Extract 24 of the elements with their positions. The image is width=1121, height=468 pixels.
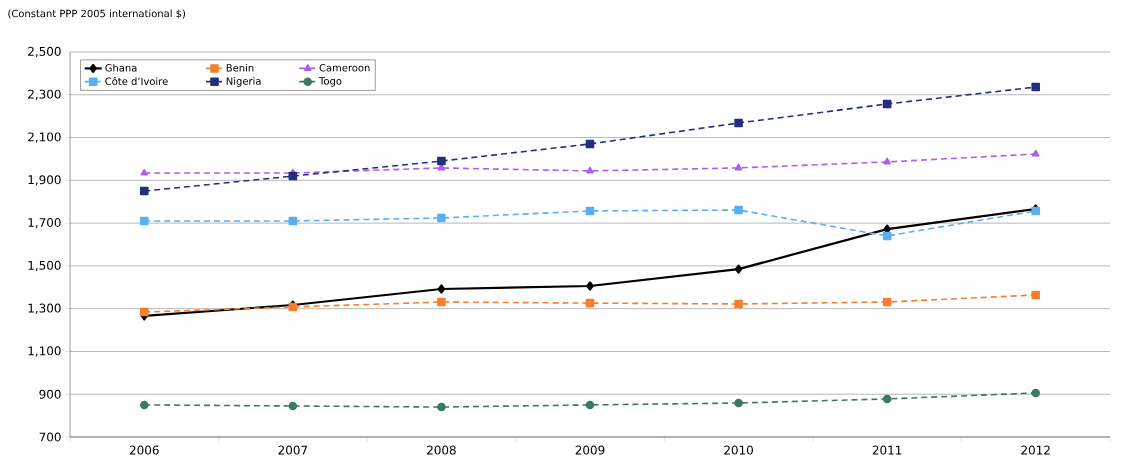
y-tick-label: 700 — [39, 432, 61, 442]
y-tick-label: 1,500 — [28, 260, 61, 272]
y-tick-label: 1,700 — [28, 217, 61, 229]
x-tick-label: 2007 — [278, 445, 308, 455]
x-tick-label: 2011 — [872, 445, 902, 455]
y-tick-label: 2,500 — [28, 46, 61, 58]
legend-label: Côte d’Ivoire — [105, 76, 168, 86]
legend-label: Togo — [319, 77, 342, 87]
y-tick-label: 900 — [39, 389, 61, 399]
y-tick-label: 1,300 — [28, 303, 61, 314]
x-tick-label: 2009 — [575, 445, 605, 455]
y-tick-label: 2,100 — [28, 132, 61, 143]
y-tick-label: 2,300 — [28, 89, 61, 100]
legend-label: Cameroon — [319, 63, 370, 72]
legend-label: Ghana — [105, 63, 137, 72]
y-tick-label: 1,100 — [28, 346, 61, 357]
x-tick-label: 2010 — [724, 445, 753, 455]
legend-label: Nigeria — [226, 77, 261, 87]
legend-label: Benin — [226, 63, 254, 72]
x-tick-label: 2012 — [1021, 445, 1050, 455]
y-tick-label: 1,900 — [28, 175, 61, 186]
x-tick-label: 2008 — [427, 445, 456, 455]
x-tick-label: 2006 — [129, 445, 159, 455]
y-axis-title: (Constant PPP 2005 international $) — [8, 9, 186, 19]
